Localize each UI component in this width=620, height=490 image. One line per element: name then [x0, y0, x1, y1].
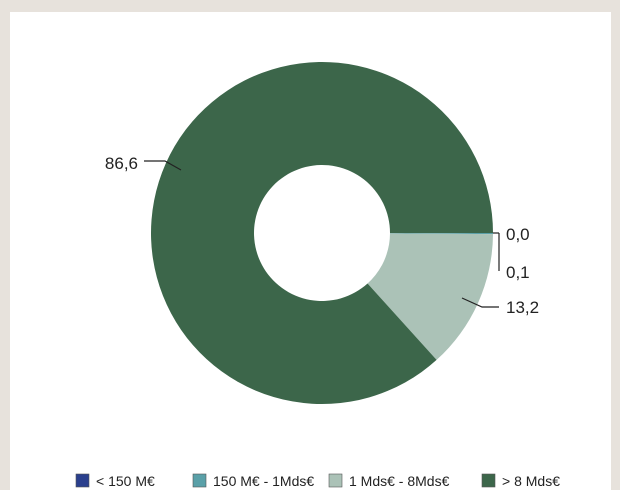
data-label-2: 0,1: [506, 263, 530, 282]
data-label-1: 0,0: [506, 225, 530, 244]
donut-chart: 0,0 0,1 13,2 86,6 < 150 M€ 150 M€ - 1Mds€ 1 Md…: [75, 62, 560, 489]
chart-panel: 0,0 0,1 13,2 86,6 < 150 M€ 150 M€ - 1Mds€ 1 Md…: [10, 12, 611, 490]
leader-line-3: [461, 297, 499, 308]
slice-2: [389, 233, 493, 235]
legend-swatch-2: [192, 473, 207, 488]
legend-swatch-4: [481, 473, 496, 488]
legend-label-3: 1 Mds€ - 8Mds€: [349, 473, 450, 489]
data-label-4: 86,6: [105, 154, 138, 173]
legend-label-4: > 8 Mds€: [502, 473, 560, 489]
legend-label-2: 150 M€ - 1Mds€: [213, 473, 314, 489]
legend-swatch-1: [75, 473, 90, 488]
legend-swatch-3: [328, 473, 343, 488]
slice-3: [367, 233, 493, 360]
legend-label-1: < 150 M€: [96, 473, 155, 489]
slice-4: [150, 62, 493, 405]
leader-line-4: [144, 160, 182, 171]
data-label-3: 13,2: [506, 298, 539, 317]
